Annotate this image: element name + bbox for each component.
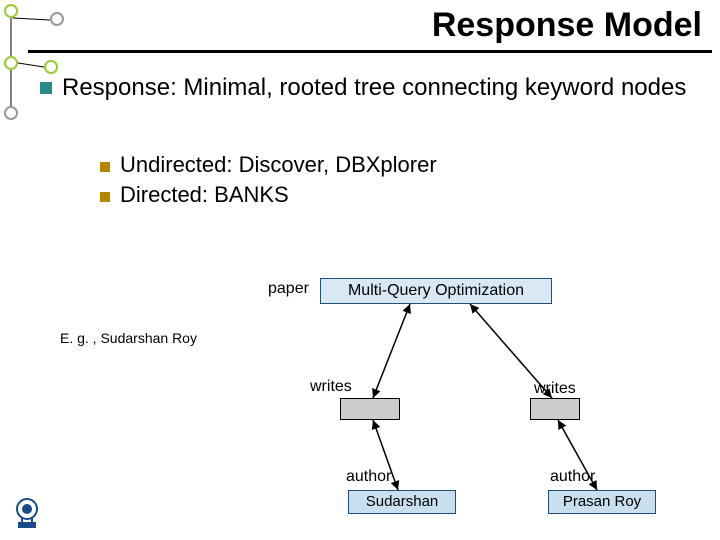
title-underline <box>28 50 712 53</box>
bullet-sub1-icon <box>100 162 110 172</box>
paper-label: paper <box>268 280 309 298</box>
bullet-main-icon <box>40 82 52 94</box>
slide-title: Response Model <box>432 6 702 45</box>
writes-box-2 <box>530 398 580 420</box>
decor-connectors <box>0 0 80 130</box>
bullet-sub1-text: Undirected: Discover, DBXplorer <box>120 152 437 178</box>
bullet-main-text: Response: Minimal, rooted tree connectin… <box>62 72 692 103</box>
writes-label-1: writes <box>310 378 352 396</box>
writes-box-1 <box>340 398 400 420</box>
bullet-sub2-text: Directed: BANKS <box>120 182 289 208</box>
writes-label-2: writes <box>534 380 576 398</box>
author-box-1: Sudarshan <box>348 490 456 514</box>
author-label-2: author <box>550 468 595 486</box>
institution-logo-icon <box>12 496 42 530</box>
author-box-2: Prasan Roy <box>548 490 656 514</box>
author-label-1: author <box>346 468 391 486</box>
example-label: E. g. , Sudarshan Roy <box>60 330 197 346</box>
bullet-sub2-icon <box>100 192 110 202</box>
paper-box: Multi-Query Optimization <box>320 278 552 304</box>
